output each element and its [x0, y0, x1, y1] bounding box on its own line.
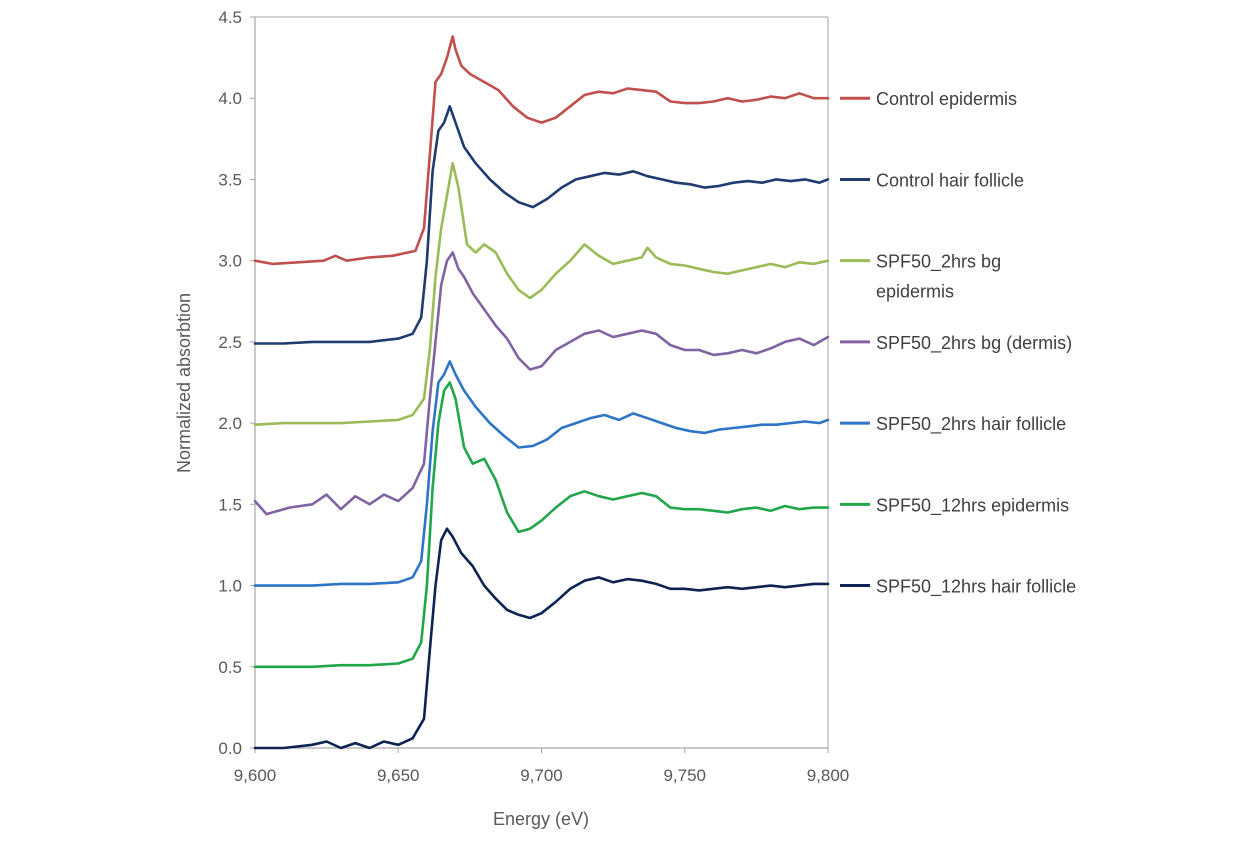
x-tick-label: 9,800: [807, 766, 850, 785]
y-tick-label: 0.5: [218, 658, 242, 677]
series-lines: [253, 35, 830, 750]
legend: Control epidermis Control hair follicle SP…: [840, 89, 1076, 598]
x-tick-label: 9,600: [234, 766, 277, 785]
x-axis-title: Energy (eV): [493, 809, 589, 829]
series-line-4: [253, 251, 830, 516]
legend-label-3: epidermis: [876, 282, 954, 302]
axes: 0.0 0.5 1.0 1.5 2.0 2.5 3.0 3.5 4.0 4.5 9,600 9,650…: [218, 8, 849, 785]
y-tick-label: 0.0: [218, 739, 242, 758]
legend-label-3: SPF50_2hrs bg: [876, 252, 1001, 273]
legend-label-2: Control hair follicle: [876, 170, 1024, 190]
series-line-6: [253, 381, 830, 669]
y-tick-label: 4.0: [218, 89, 242, 108]
x-tick-label: 9,700: [520, 766, 563, 785]
y-axis-title: Normalized absorbtion: [174, 293, 194, 473]
y-tick-label: 1.5: [218, 495, 242, 514]
series-line-5: [253, 360, 830, 587]
y-tick-label: 4.5: [218, 8, 242, 27]
y-tick-label: 2.0: [218, 414, 242, 433]
legend-label-5: SPF50_2hrs hair follicle: [876, 414, 1066, 435]
series-line-1: [253, 35, 830, 266]
y-tick-label: 3.5: [218, 170, 242, 189]
legend-label-1: Control epidermis: [876, 89, 1017, 109]
series-line-3: [253, 161, 830, 427]
y-tick-label: 1.0: [218, 577, 242, 596]
y-tick-label: 2.5: [218, 333, 242, 352]
x-tick-label: 9,650: [377, 766, 420, 785]
legend-label-6: SPF50_12hrs epidermis: [876, 495, 1069, 516]
legend-label-7: SPF50_12hrs hair follicle: [876, 577, 1076, 598]
legend-label-4: SPF50_2hrs bg (dermis): [876, 333, 1072, 354]
x-tick-label: 9,750: [663, 766, 706, 785]
series-line-2: [253, 105, 830, 345]
y-tick-label: 3.0: [218, 252, 242, 271]
series-line-7: [253, 527, 830, 750]
